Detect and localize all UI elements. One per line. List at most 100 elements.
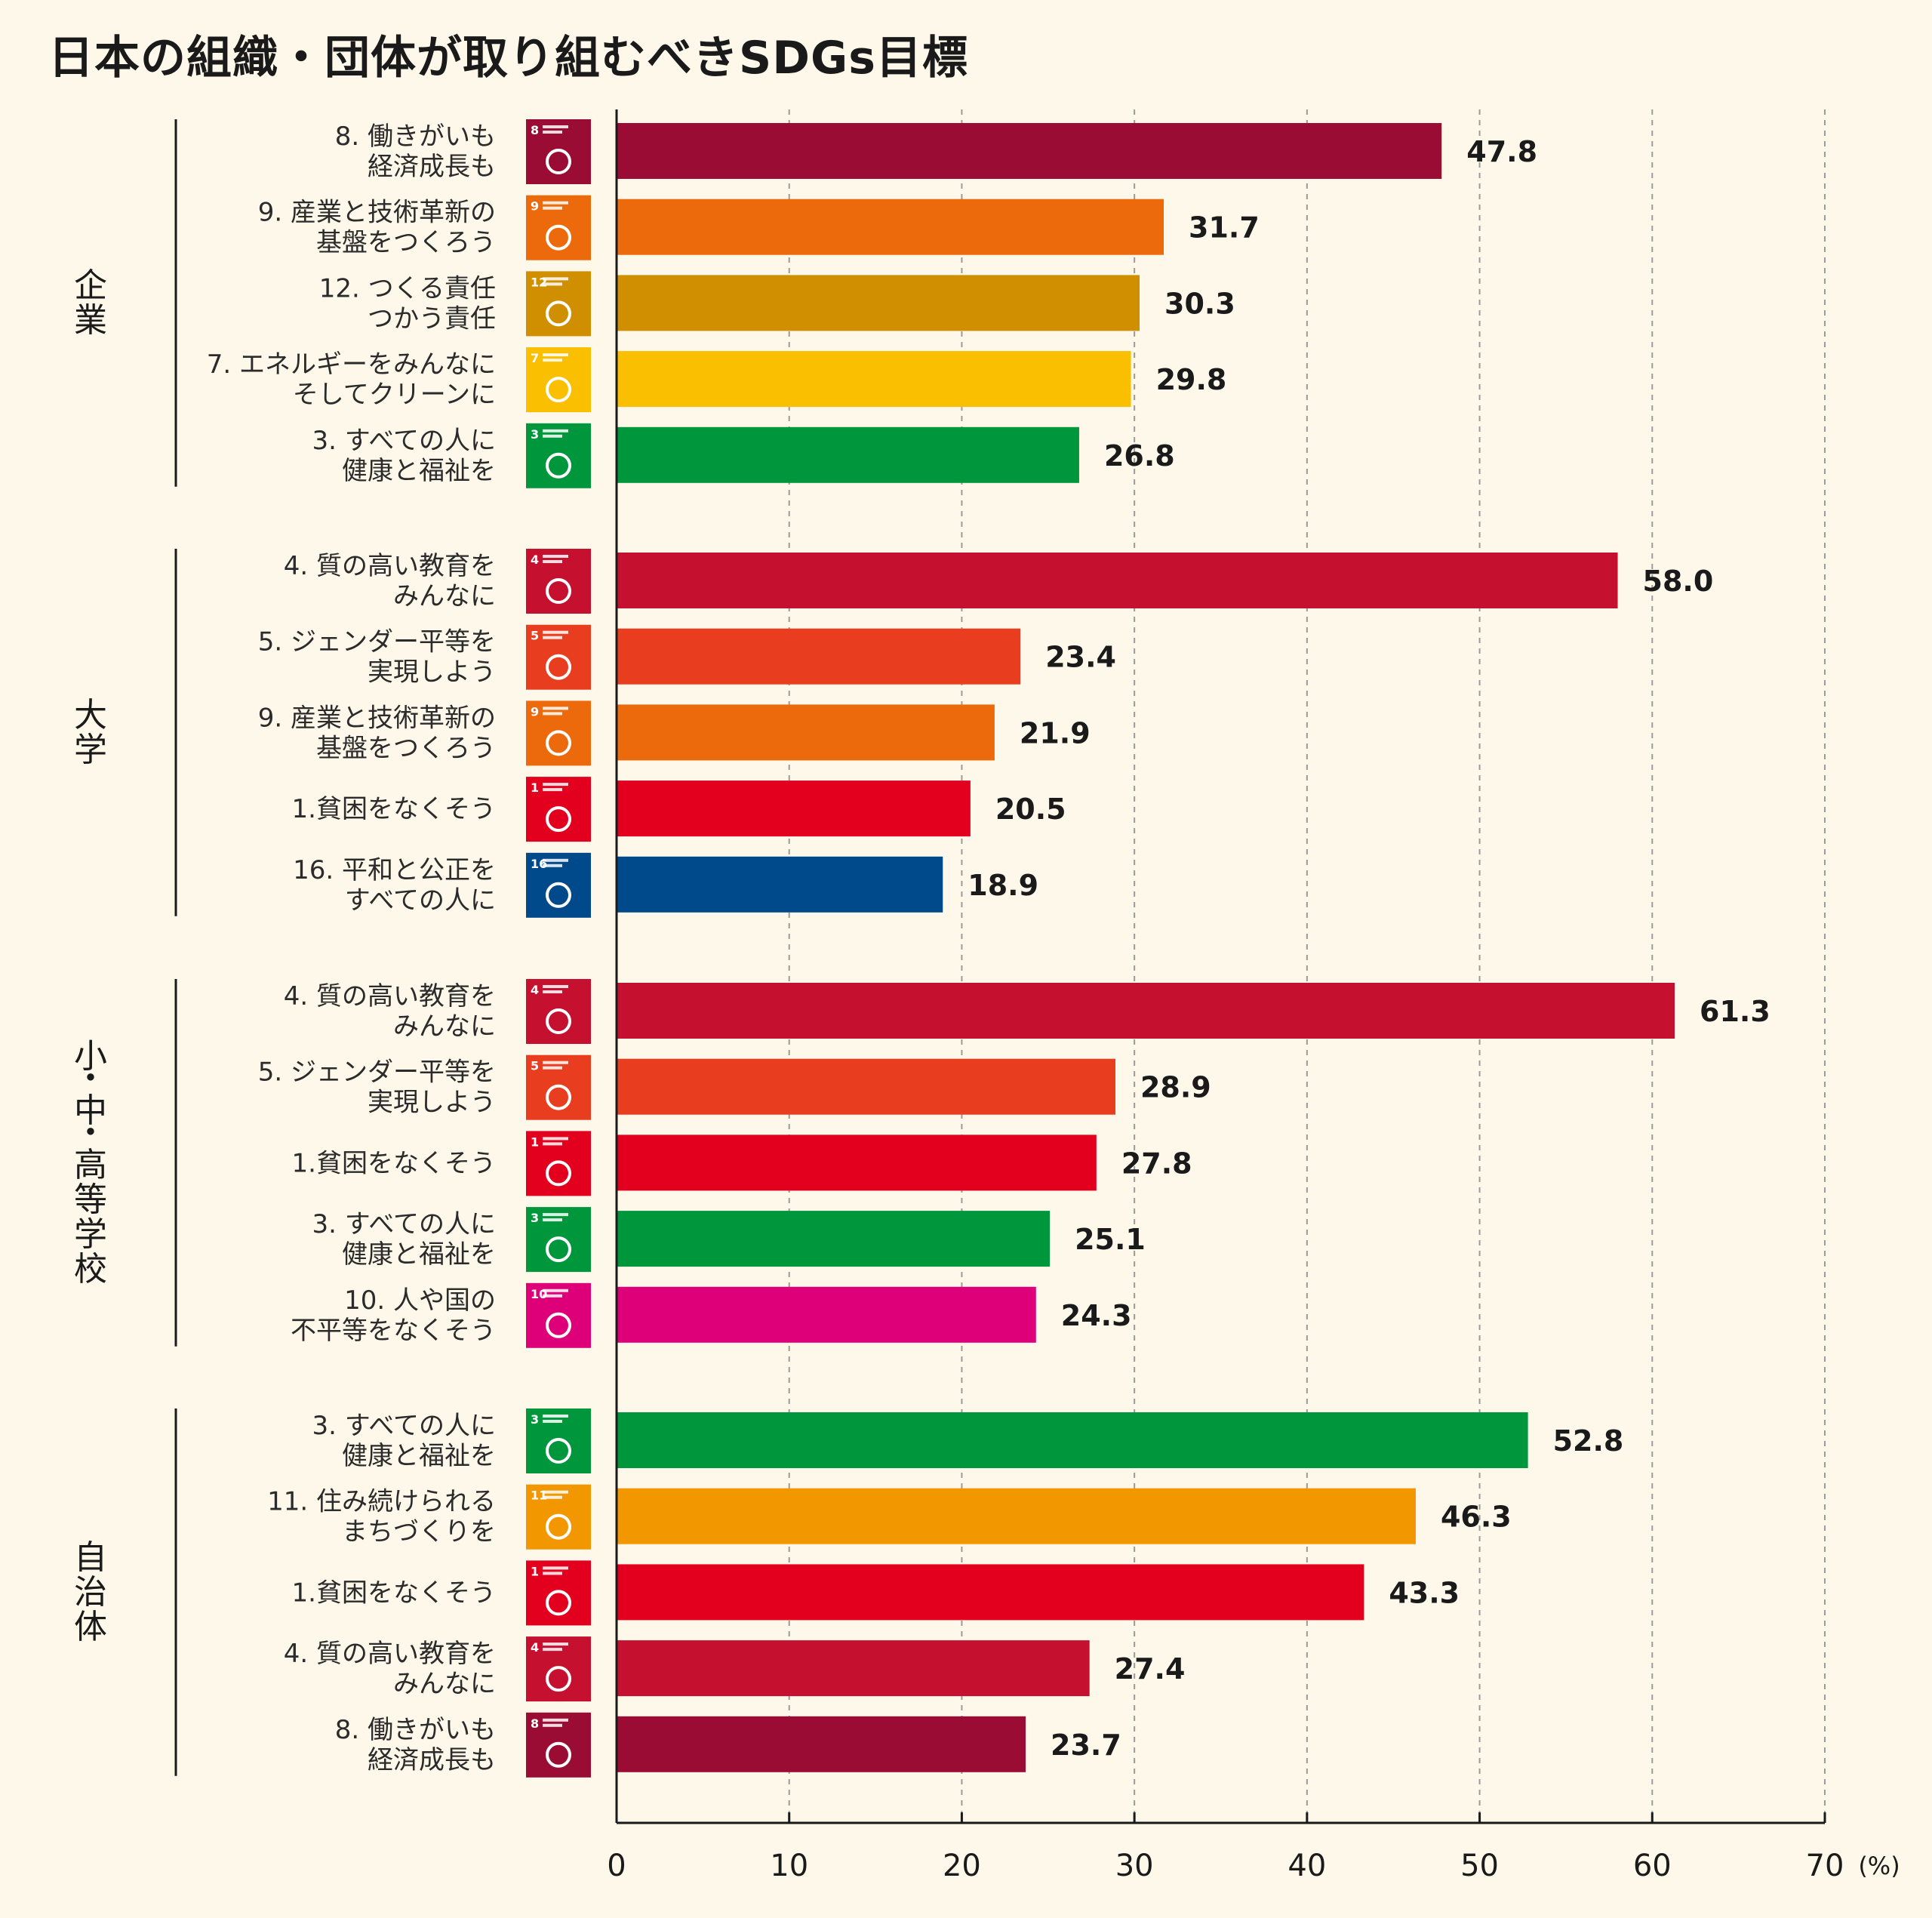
sdg-icon-caption: [543, 985, 568, 988]
sdg-pictogram: [546, 1438, 571, 1464]
sdg-goal-number: 3: [531, 427, 539, 442]
goal-label: 3. すべての人に: [312, 426, 496, 456]
bar: [617, 553, 1618, 608]
sdg-pictogram: [546, 806, 571, 833]
sdg-pictogram: [546, 1590, 571, 1616]
goal-label: そしてクリーンに: [293, 380, 496, 410]
sdg-pictogram: [546, 1312, 571, 1338]
value-label: 27.8: [1121, 1147, 1192, 1180]
sdg-pictogram: [546, 730, 571, 756]
sdg-icon-caption: [543, 206, 562, 210]
bar: [617, 1564, 1364, 1621]
goal-label: 3. すべての人に: [312, 1209, 496, 1239]
goal-label: 4. 質の高い教育を: [284, 981, 496, 1011]
sdg-icon-caption: [543, 1213, 568, 1217]
sdg-icon-caption: [543, 1572, 562, 1575]
bar: [617, 426, 1079, 483]
sdg-pictogram: [546, 578, 571, 604]
bar: [617, 780, 971, 837]
value-label: 28.9: [1140, 1071, 1211, 1104]
value-label: 18.9: [968, 869, 1038, 902]
goal-label: 8. 働きがいも: [335, 122, 496, 152]
sdg-icon-caption: [543, 201, 568, 205]
group-label: 自治体: [74, 1538, 107, 1646]
value-label: 47.8: [1466, 135, 1537, 168]
sdg-icon-caption: [543, 434, 562, 438]
sdg-goal-number: 1: [531, 1564, 539, 1578]
x-tick-label: 20: [943, 1849, 981, 1883]
value-label: 29.8: [1156, 363, 1227, 396]
sdg-icon-caption: [543, 560, 562, 563]
value-label: 23.7: [1051, 1729, 1121, 1762]
goal-label: 5. ジェンダー平等を: [258, 627, 496, 657]
goal-label: 基盤をつくろう: [316, 228, 496, 258]
sdg-icon-caption: [543, 783, 568, 787]
value-label: 23.4: [1045, 641, 1116, 674]
sdg-icon-caption: [543, 1566, 568, 1570]
sdg-icon-caption: [543, 353, 568, 357]
sdg-icon-caption: [543, 1061, 568, 1064]
goal-label: みんなに: [393, 1011, 496, 1042]
bar: [617, 1412, 1528, 1468]
goal-label: 経済成長も: [368, 152, 496, 182]
goal-label: 不平等をなくそう: [291, 1316, 496, 1346]
goal-label: 10. 人や国の: [344, 1285, 496, 1316]
sdg-goal-number: 8: [531, 123, 539, 137]
sdg-pictogram: [546, 1160, 571, 1187]
goal-label: 1.貧困をなくそう: [292, 1148, 496, 1178]
sdg-icon-caption: [543, 630, 568, 634]
sdg-icon-caption: [543, 1495, 562, 1499]
goal-label: 健康と福祉を: [342, 456, 496, 486]
value-label: 30.3: [1164, 287, 1235, 320]
goal-label: すべての人に: [345, 885, 496, 916]
sdg-pictogram: [546, 377, 571, 403]
sdg-icon-caption: [543, 864, 562, 867]
x-tick-label: 30: [1115, 1849, 1154, 1883]
sdg-icon-caption: [543, 636, 562, 639]
sdg-pictogram: [546, 1513, 571, 1540]
x-tick-label: 60: [1633, 1849, 1672, 1883]
bar: [617, 1211, 1051, 1267]
goal-label: みんなに: [393, 581, 496, 611]
sdg-goal-number: 3: [531, 1211, 539, 1225]
sdg-goal-number: 11: [531, 1489, 547, 1503]
bar: [617, 1134, 1097, 1191]
value-label: 58.0: [1643, 565, 1714, 598]
value-label: 25.1: [1075, 1223, 1146, 1256]
sdg-goal-number: 7: [531, 351, 539, 365]
sdg-icon-caption: [543, 1642, 568, 1646]
goal-label: 11. 住み続けられる: [267, 1487, 496, 1517]
sdg-goal-number: 4: [531, 983, 539, 997]
goal-label: 7. エネルギーをみんなに: [207, 349, 496, 380]
sdg-goal-number: 3: [531, 1412, 539, 1427]
sdg-icon-caption: [543, 125, 568, 128]
goal-label: 1.貧困をなくそう: [292, 1578, 496, 1608]
bar: [617, 123, 1442, 179]
sdg-icon-caption: [543, 555, 568, 558]
group-label: 企業: [74, 266, 107, 340]
x-tick-label: 40: [1287, 1849, 1326, 1883]
sdg-icon-caption: [543, 1218, 562, 1222]
x-axis-unit: (%): [1858, 1852, 1900, 1880]
sdg-pictogram: [546, 224, 571, 251]
value-label: 21.9: [1020, 716, 1091, 750]
bar: [617, 1058, 1115, 1115]
group-label: 大学: [74, 696, 107, 769]
x-tick-label: 70: [1806, 1849, 1844, 1883]
sdg-goal-number: 9: [531, 704, 539, 719]
goal-label: 1.貧困をなくそう: [292, 794, 496, 824]
sdg-pictogram: [546, 149, 571, 174]
sdg-icon-caption: [543, 1415, 568, 1418]
sdg-icon-caption: [543, 1066, 562, 1070]
sdg-pictogram: [546, 300, 571, 327]
sdg-icon-caption: [543, 131, 562, 134]
group-label: 小・中・高等学校: [74, 1037, 107, 1288]
sdg-icon-caption: [543, 1648, 562, 1652]
bar: [617, 856, 943, 913]
goal-label: みんなに: [393, 1669, 496, 1699]
sdg-icon-caption: [543, 1718, 568, 1722]
sdg-pictogram: [546, 1008, 571, 1034]
goal-label: 16. 平和と公正を: [293, 855, 496, 885]
